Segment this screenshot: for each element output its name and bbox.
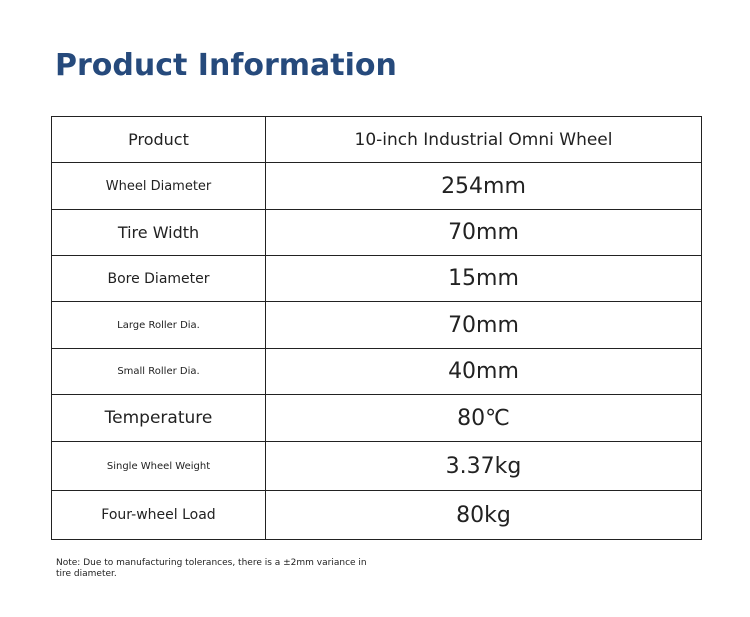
spec-value: 80kg (265, 490, 702, 540)
spec-table: Product 10-inch Industrial Omni Wheel Whee… (51, 116, 702, 540)
spec-label: Temperature (51, 394, 266, 442)
spec-label: Tire Width (51, 209, 266, 256)
row: Temperature 80℃ (51, 394, 702, 442)
spec-value: 70mm (265, 209, 702, 256)
row: Product 10-inch Industrial Omni Wheel (51, 116, 702, 163)
spec-value: 15mm (265, 255, 702, 302)
row: Tire Width 70mm (51, 209, 702, 256)
note: Note: Due to manufacturing tolerances, t… (56, 558, 367, 579)
row: Wheel Diameter 254mm (51, 162, 702, 210)
row: Bore Diameter 15mm (51, 255, 702, 302)
spec-value: 40mm (265, 348, 702, 395)
row: Small Roller Dia. 40mm (51, 348, 702, 395)
row: Single Wheel Weight 3.37kg (51, 441, 702, 491)
spec-value: 10-inch Industrial Omni Wheel (265, 116, 702, 163)
spec-label: Product (51, 116, 266, 163)
spec-label: Large Roller Dia. (51, 301, 266, 349)
spec-value: 254mm (265, 162, 702, 210)
spec-label: Four-wheel Load (51, 490, 266, 540)
spec-label: Single Wheel Weight (51, 441, 266, 491)
spec-value: 80℃ (265, 394, 702, 442)
title: Product Information (55, 48, 397, 83)
spec-label: Bore Diameter (51, 255, 266, 302)
spec-value: 70mm (265, 301, 702, 349)
row: Four-wheel Load 80kg (51, 490, 702, 540)
row: Large Roller Dia. 70mm (51, 301, 702, 349)
spec-label: Wheel Diameter (51, 162, 266, 210)
spec-value: 3.37kg (265, 441, 702, 491)
spec-label: Small Roller Dia. (51, 348, 266, 395)
